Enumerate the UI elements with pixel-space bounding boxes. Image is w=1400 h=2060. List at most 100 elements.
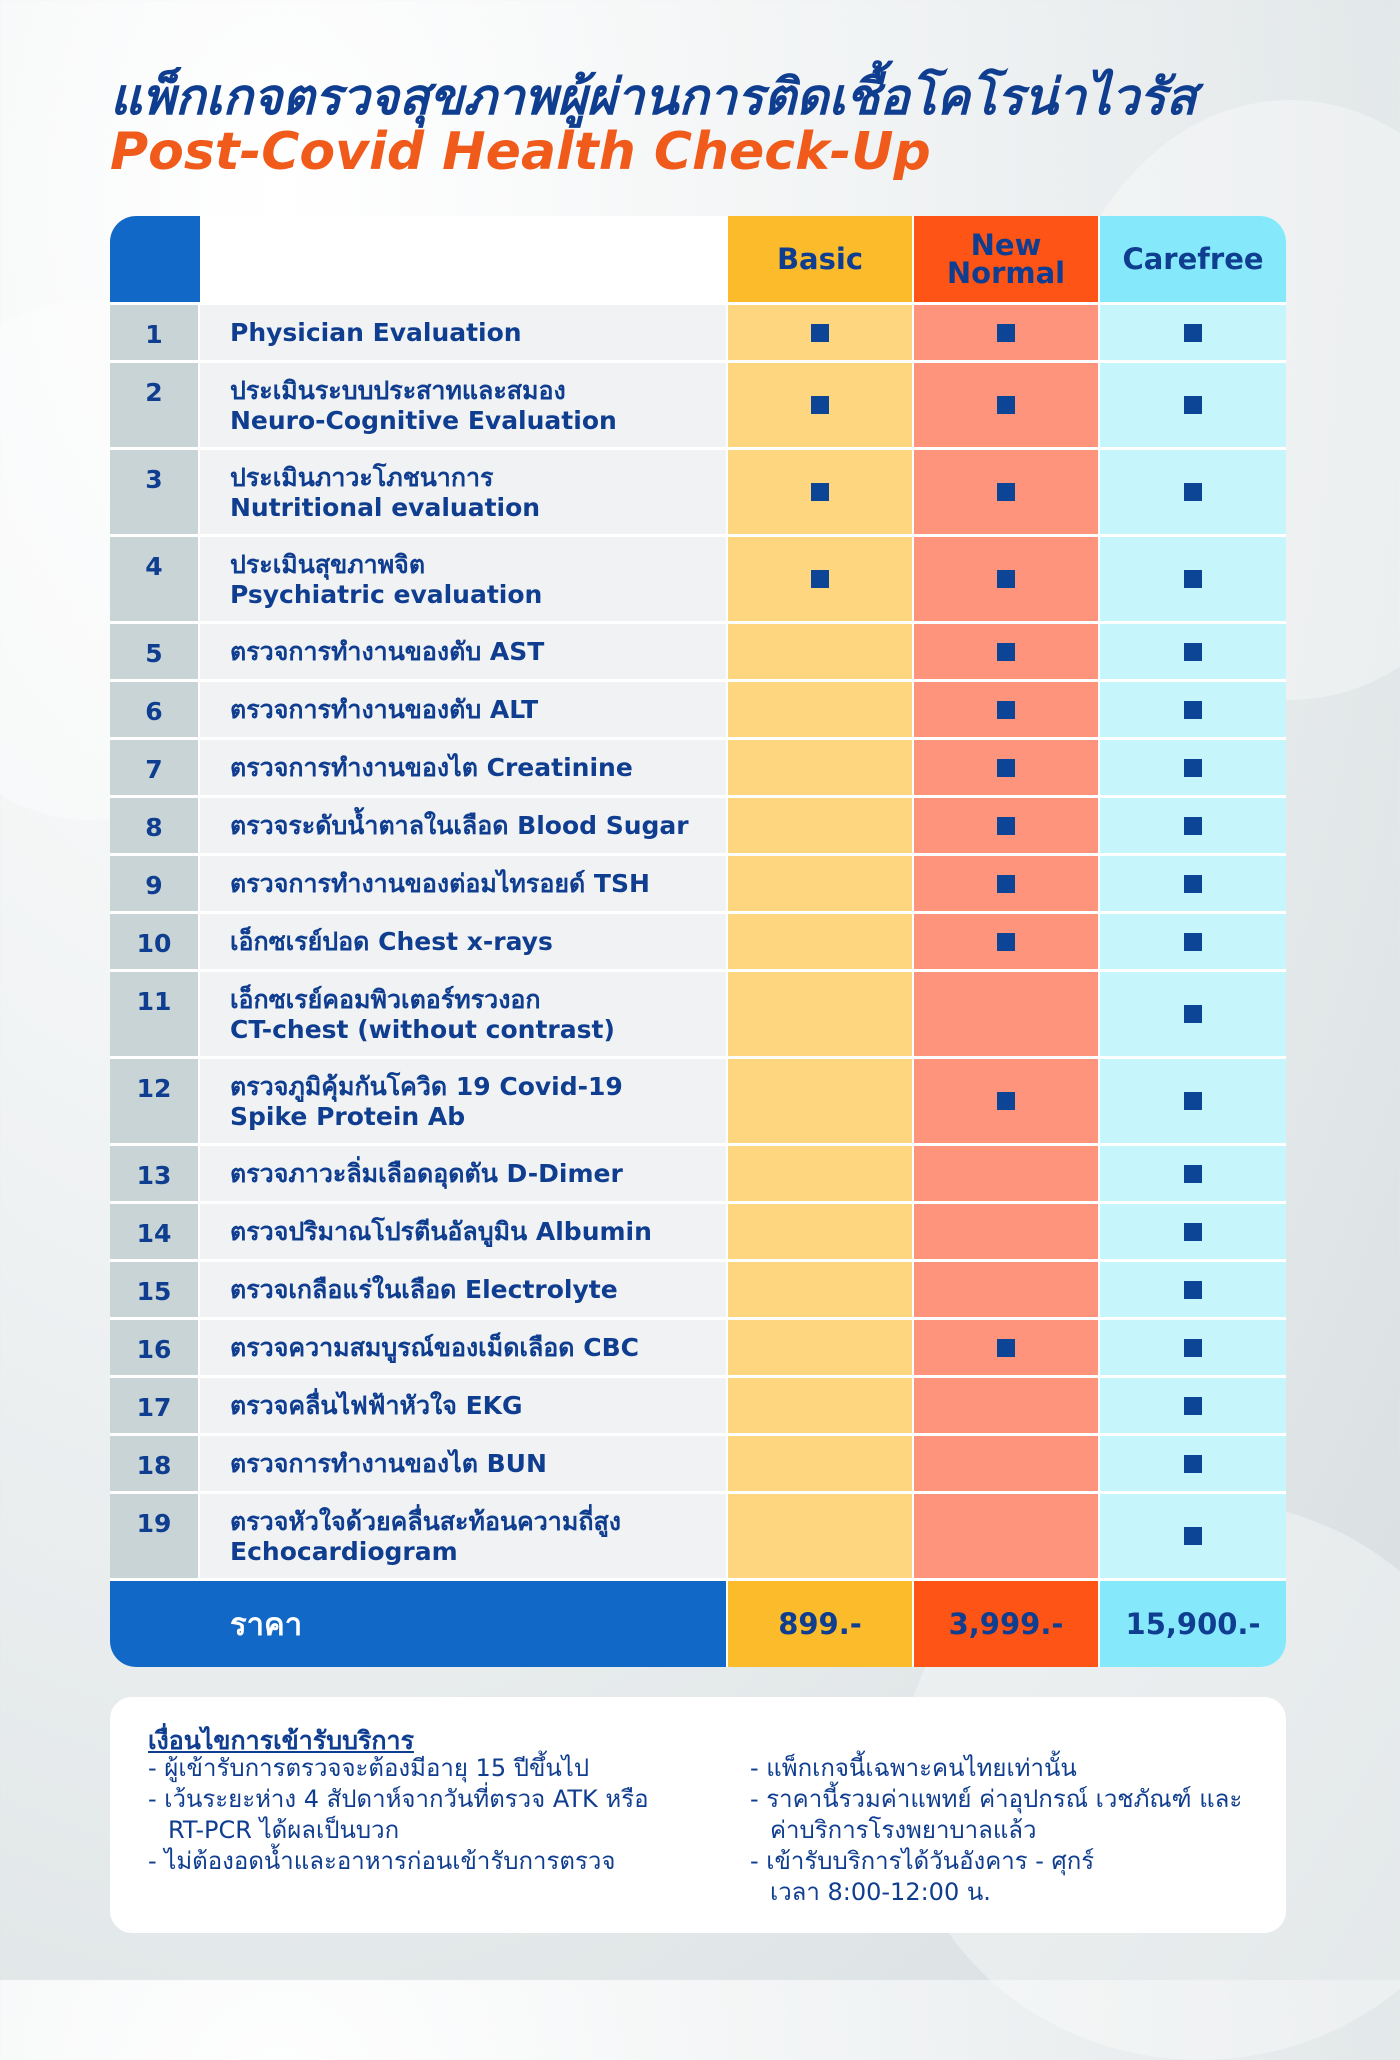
row-item-name: เอ็กซเรย์คอมพิวเตอร์ทรวงอก CT-chest (with… bbox=[200, 972, 726, 1056]
row-item-line: ตรวจระดับน้ำตาลในเลือด Blood Sugar bbox=[230, 811, 689, 840]
cell-carefree bbox=[1100, 624, 1286, 679]
row-item-line: ตรวจการทำงานของตับ AST bbox=[230, 637, 545, 666]
cell-new-normal bbox=[914, 305, 1098, 360]
row-number: 9 bbox=[110, 856, 198, 911]
row-item-name: ตรวจภาวะลิ่มเลือดอุดตัน D-Dimer bbox=[200, 1146, 726, 1201]
row-item-line: ตรวจภูมิคุ้มกันโควิด 19 Covid-19 bbox=[230, 1072, 623, 1101]
included-mark-icon bbox=[997, 700, 1015, 719]
row-number: 17 bbox=[110, 1378, 198, 1433]
package-table: รายการตรวจ Basic New Normal Carefree 1 Ph… bbox=[110, 216, 1286, 1667]
cell-new-normal bbox=[914, 1378, 1098, 1433]
cell-basic bbox=[728, 972, 912, 1056]
table-row: 17 ตรวจคลื่นไฟฟ้าหัวใจ EKG bbox=[110, 1378, 1286, 1433]
cell-basic bbox=[728, 1204, 912, 1259]
table-row: 8 ตรวจระดับน้ำตาลในเลือด Blood Sugar bbox=[110, 798, 1286, 853]
row-number: 4 bbox=[110, 537, 198, 621]
cell-carefree bbox=[1100, 1320, 1286, 1375]
cell-basic bbox=[728, 1378, 912, 1433]
table-row: 3 ประเมินภาวะโภชนาการ Nutritional evaluati… bbox=[110, 450, 1286, 534]
cell-new-normal bbox=[914, 1059, 1098, 1143]
row-number: 1 bbox=[110, 305, 198, 360]
included-mark-icon bbox=[997, 816, 1015, 835]
row-number: 5 bbox=[110, 624, 198, 679]
row-item-name: ประเมินภาวะโภชนาการ Nutritional evaluatio… bbox=[200, 450, 726, 534]
cell-carefree bbox=[1100, 1494, 1286, 1578]
table-row: 16 ตรวจความสมบูรณ์ของเม็ดเลือด CBC bbox=[110, 1320, 1286, 1375]
included-mark-icon bbox=[1184, 323, 1202, 342]
row-item-name: ตรวจการทำงานของตับ ALT bbox=[200, 682, 726, 737]
cell-carefree bbox=[1100, 537, 1286, 621]
row-item-line: Neuro-Cognitive Evaluation bbox=[230, 406, 617, 435]
included-mark-icon bbox=[997, 874, 1015, 893]
row-number: 10 bbox=[110, 914, 198, 969]
included-mark-icon bbox=[1184, 396, 1202, 414]
row-item-line: Echocardiogram bbox=[230, 1537, 458, 1566]
cell-carefree bbox=[1100, 972, 1286, 1056]
table-row: 4 ประเมินสุขภาพจิต Psychiatric evaluation bbox=[110, 537, 1286, 621]
row-item-line: ตรวจเกลือแร่ในเลือด Electrolyte bbox=[230, 1275, 618, 1304]
cell-basic bbox=[728, 1059, 912, 1143]
included-mark-icon bbox=[811, 323, 829, 342]
condition-line: - เข้ารับบริการได้วันอังคาร - ศุกร์ bbox=[750, 1847, 1095, 1875]
cell-new-normal bbox=[914, 1320, 1098, 1375]
included-mark-icon bbox=[1184, 874, 1202, 893]
row-item-name: ตรวจภูมิคุ้มกันโควิด 19 Covid-19 Spike Pr… bbox=[200, 1059, 726, 1143]
table-row: 1 Physician Evaluation bbox=[110, 305, 1286, 360]
price-carefree: 15,900.- bbox=[1100, 1581, 1286, 1667]
condition-line: RT-PCR ได้ผลเป็นบวก bbox=[168, 1816, 400, 1844]
row-number: 18 bbox=[110, 1436, 198, 1491]
row-number: 3 bbox=[110, 450, 198, 534]
row-item-line: เอ็กซเรย์ปอด Chest x-rays bbox=[230, 927, 553, 956]
table-row: 11 เอ็กซเรย์คอมพิวเตอร์ทรวงอก CT-chest (wi… bbox=[110, 972, 1286, 1056]
cell-new-normal bbox=[914, 798, 1098, 853]
cell-basic bbox=[728, 856, 912, 911]
header-basic: Basic bbox=[728, 216, 912, 302]
condition-item: - เข้ารับบริการได้วันอังคาร - ศุกร์ เวลา … bbox=[750, 1846, 1270, 1908]
included-mark-icon bbox=[1184, 642, 1202, 661]
included-mark-icon bbox=[1184, 700, 1202, 719]
cell-new-normal bbox=[914, 1436, 1098, 1491]
cell-basic bbox=[728, 450, 912, 534]
cell-basic bbox=[728, 682, 912, 737]
included-mark-icon bbox=[997, 483, 1015, 501]
included-mark-icon bbox=[1184, 1454, 1202, 1473]
row-item-line: ตรวจการทำงานของต่อมไทรอยด์ TSH bbox=[230, 869, 650, 898]
included-mark-icon bbox=[1184, 1527, 1202, 1545]
row-item-line: Psychiatric evaluation bbox=[230, 580, 543, 609]
price-label: ราคา bbox=[200, 1581, 726, 1667]
table-row: 14 ตรวจปริมาณโปรตีนอัลบูมิน Albumin bbox=[110, 1204, 1286, 1259]
cell-carefree bbox=[1100, 305, 1286, 360]
row-number: 14 bbox=[110, 1204, 198, 1259]
row-item-name: ตรวจระดับน้ำตาลในเลือด Blood Sugar bbox=[200, 798, 726, 853]
row-item-name: ประเมินสุขภาพจิต Psychiatric evaluation bbox=[200, 537, 726, 621]
included-mark-icon bbox=[1184, 932, 1202, 951]
condition-item: - ผู้เข้ารับการตรวจจะต้องมีอายุ 15 ปีขึ้… bbox=[148, 1753, 708, 1784]
price-row: ราคา 899.- 3,999.- 15,900.- bbox=[110, 1581, 1286, 1667]
included-mark-icon bbox=[811, 396, 829, 414]
included-mark-icon bbox=[997, 570, 1015, 588]
row-item-name: ตรวจการทำงานของตับ AST bbox=[200, 624, 726, 679]
conditions-left-column: - ผู้เข้ารับการตรวจจะต้องมีอายุ 15 ปีขึ้… bbox=[148, 1753, 708, 1877]
cell-new-normal bbox=[914, 624, 1098, 679]
condition-item: - ราคานี้รวมค่าแพทย์ ค่าอุปกรณ์ เวชภัณฑ์… bbox=[750, 1784, 1270, 1846]
included-mark-icon bbox=[1184, 1396, 1202, 1415]
cell-basic bbox=[728, 914, 912, 969]
cell-carefree bbox=[1100, 914, 1286, 969]
condition-line: - ผู้เข้ารับการตรวจจะต้องมีอายุ 15 ปีขึ้… bbox=[148, 1754, 590, 1782]
condition-line: - ราคานี้รวมค่าแพทย์ ค่าอุปกรณ์ เวชภัณฑ์… bbox=[750, 1785, 1243, 1813]
condition-line: - แพ็กเกจนี้เฉพาะคนไทยเท่านั้น bbox=[750, 1754, 1077, 1782]
cell-carefree bbox=[1100, 798, 1286, 853]
cell-basic bbox=[728, 363, 912, 447]
cell-new-normal bbox=[914, 1146, 1098, 1201]
page-title-thai: แพ็กเกจตรวจสุขภาพผู้ผ่านการติดเชื้อโคโรน… bbox=[110, 68, 1197, 126]
row-number: 6 bbox=[110, 682, 198, 737]
row-number: 7 bbox=[110, 740, 198, 795]
row-number: 15 bbox=[110, 1262, 198, 1317]
cell-basic bbox=[728, 624, 912, 679]
included-mark-icon bbox=[1184, 1222, 1202, 1241]
cell-new-normal bbox=[914, 682, 1098, 737]
row-number: 8 bbox=[110, 798, 198, 853]
cell-carefree bbox=[1100, 1262, 1286, 1317]
row-item-line: เอ็กซเรย์คอมพิวเตอร์ทรวงอก bbox=[230, 985, 541, 1014]
cell-new-normal bbox=[914, 363, 1098, 447]
